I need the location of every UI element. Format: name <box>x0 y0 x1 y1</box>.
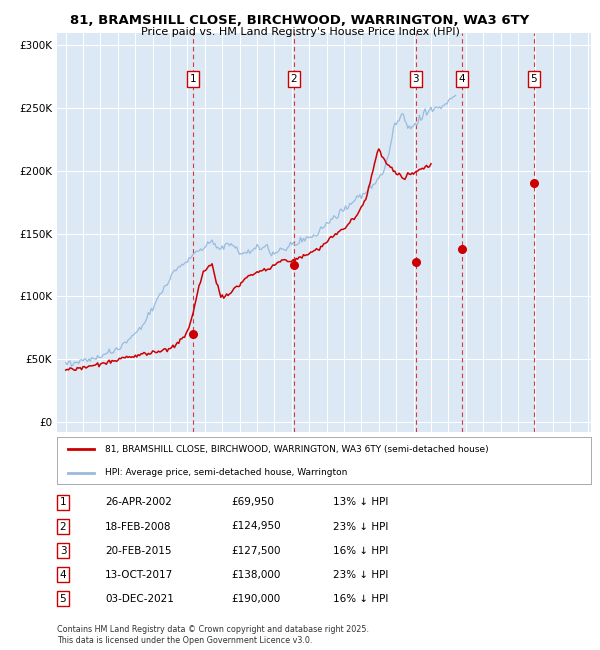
Text: £124,950: £124,950 <box>231 521 281 532</box>
Text: £127,500: £127,500 <box>231 545 281 556</box>
Text: 2: 2 <box>59 521 67 532</box>
Text: 03-DEC-2021: 03-DEC-2021 <box>105 593 174 604</box>
Text: £190,000: £190,000 <box>231 593 280 604</box>
Text: HPI: Average price, semi-detached house, Warrington: HPI: Average price, semi-detached house,… <box>105 468 347 477</box>
Text: 16% ↓ HPI: 16% ↓ HPI <box>333 545 388 556</box>
Text: 3: 3 <box>59 545 67 556</box>
Text: £69,950: £69,950 <box>231 497 274 508</box>
Text: 13-OCT-2017: 13-OCT-2017 <box>105 569 173 580</box>
Text: 5: 5 <box>59 593 67 604</box>
Text: 16% ↓ HPI: 16% ↓ HPI <box>333 593 388 604</box>
Text: 13% ↓ HPI: 13% ↓ HPI <box>333 497 388 508</box>
Text: 4: 4 <box>59 569 67 580</box>
Text: 5: 5 <box>530 74 537 84</box>
Text: £138,000: £138,000 <box>231 569 280 580</box>
Text: 1: 1 <box>59 497 67 508</box>
Text: 3: 3 <box>413 74 419 84</box>
Text: 4: 4 <box>458 74 465 84</box>
Text: 2: 2 <box>290 74 297 84</box>
Text: 20-FEB-2015: 20-FEB-2015 <box>105 545 172 556</box>
Text: Contains HM Land Registry data © Crown copyright and database right 2025.
This d: Contains HM Land Registry data © Crown c… <box>57 625 369 645</box>
Text: 23% ↓ HPI: 23% ↓ HPI <box>333 521 388 532</box>
Text: 18-FEB-2008: 18-FEB-2008 <box>105 521 172 532</box>
Text: 1: 1 <box>190 74 196 84</box>
Text: 81, BRAMSHILL CLOSE, BIRCHWOOD, WARRINGTON, WA3 6TY: 81, BRAMSHILL CLOSE, BIRCHWOOD, WARRINGT… <box>70 14 530 27</box>
Text: 81, BRAMSHILL CLOSE, BIRCHWOOD, WARRINGTON, WA3 6TY (semi-detached house): 81, BRAMSHILL CLOSE, BIRCHWOOD, WARRINGT… <box>105 445 488 454</box>
Text: 23% ↓ HPI: 23% ↓ HPI <box>333 569 388 580</box>
Text: Price paid vs. HM Land Registry's House Price Index (HPI): Price paid vs. HM Land Registry's House … <box>140 27 460 37</box>
Text: 26-APR-2002: 26-APR-2002 <box>105 497 172 508</box>
